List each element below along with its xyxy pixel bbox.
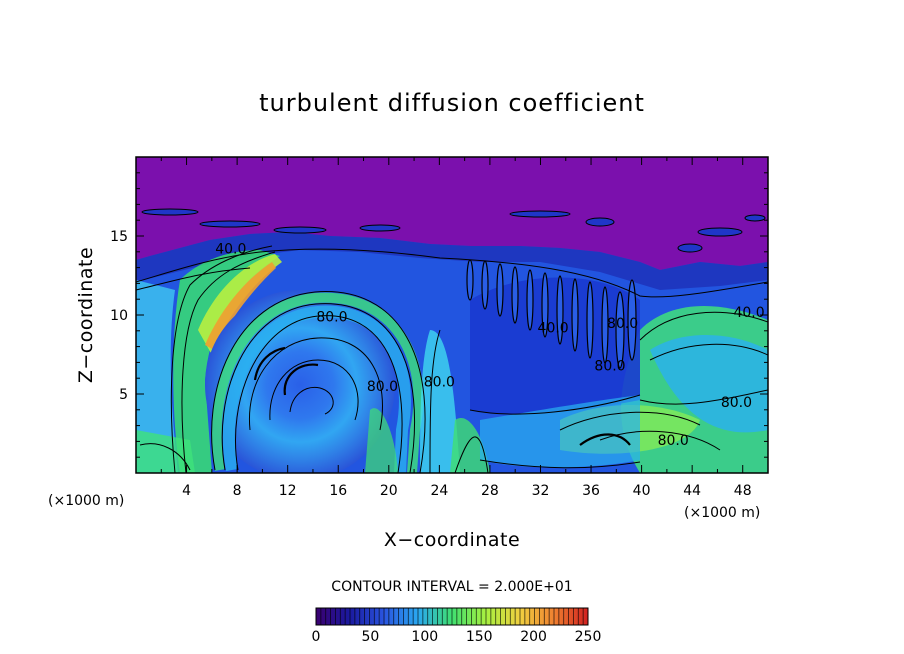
heatmap-field (136, 157, 768, 473)
x-tick-label: 44 (683, 483, 701, 499)
contour-label: 80.0 (607, 316, 638, 332)
y-axis-ticks: 5 10 15 (110, 172, 768, 458)
x-tick-label: 12 (279, 483, 297, 499)
contour-label: 80.0 (658, 433, 689, 449)
contour-label: 40.0 (215, 242, 246, 258)
colorbar-tick-label: 250 (575, 629, 602, 645)
y-axis-label: Z−coordinate (75, 247, 97, 383)
colorbar-tick-label: 50 (361, 629, 379, 645)
x-tick-label: 28 (481, 483, 499, 499)
contour-label: 80.0 (721, 395, 752, 411)
contour-label: 80.0 (424, 374, 455, 390)
field-left-column (173, 250, 280, 473)
contour-label: 80.0 (316, 310, 347, 326)
x-unit-left: (×1000 m) (48, 493, 124, 509)
x-tick-label: 48 (734, 483, 752, 499)
contour-label: 80.0 (367, 379, 398, 395)
contour-interval-label: CONTOUR INTERVAL = 2.000E+01 (331, 579, 572, 595)
colorbar-tick-label: 200 (520, 629, 547, 645)
x-axis-ticks: 4 8 12 16 20 24 28 32 36 40 44 48 (160, 157, 752, 499)
colorbar-tick-label: 150 (466, 629, 493, 645)
field-upper-region (136, 157, 768, 270)
contour-label: 40.0 (538, 321, 569, 337)
x-axis-label: X−coordinate (384, 529, 520, 551)
contour-label: 40.0 (733, 305, 764, 321)
colorbar-ticks: 0 50 100 150 200 250 (312, 629, 602, 645)
contour-label: 80.0 (594, 359, 625, 375)
colorbar-tick-label: 100 (411, 629, 438, 645)
y-tick-label: 5 (119, 387, 128, 403)
x-tick-label: 16 (329, 483, 347, 499)
x-tick-label: 24 (430, 483, 448, 499)
x-unit-right: (×1000 m) (684, 505, 760, 521)
colorbar-tick-label: 0 (312, 629, 321, 645)
y-tick-label: 15 (110, 229, 128, 245)
x-tick-label: 32 (532, 483, 550, 499)
contour-labels: 40.0 80.0 80.0 80.0 40.0 80.0 40.0 80.0 80.0 80.0 (215, 242, 764, 449)
x-tick-label: 20 (380, 483, 398, 499)
chart-title: turbulent diffusion coefficient (259, 89, 645, 117)
x-tick-label: 36 (582, 483, 600, 499)
colorbar-stripes (320, 608, 584, 625)
x-tick-label: 8 (233, 483, 242, 499)
x-tick-label: 40 (633, 483, 651, 499)
x-tick-label: 4 (182, 483, 191, 499)
y-tick-label: 10 (110, 308, 128, 324)
